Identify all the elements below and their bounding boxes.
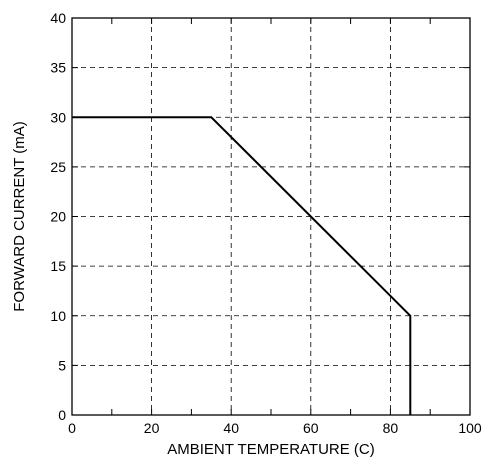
y-tick-label: 40 xyxy=(50,10,66,26)
x-tick-label: 60 xyxy=(303,420,319,436)
x-axis-label: AMBIENT TEMPERATURE (C) xyxy=(167,441,375,458)
y-tick-label: 0 xyxy=(58,407,66,423)
y-tick-label: 5 xyxy=(58,357,66,373)
x-tick-label: 0 xyxy=(68,420,76,436)
y-tick-label: 20 xyxy=(50,209,66,225)
series-group xyxy=(72,116,412,415)
tick-labels: 0 20 40 60 80 100 0 5 10 15 20 25 30 35 40 xyxy=(50,10,481,436)
y-tick-label: 10 xyxy=(50,308,66,324)
y-tick-label: 35 xyxy=(50,60,66,76)
x-tick-label: 80 xyxy=(383,420,399,436)
axis-ticks xyxy=(71,17,471,416)
y-tick-label: 15 xyxy=(50,258,66,274)
y-axis-label: FORWARD CURRENT (mA) xyxy=(11,121,28,312)
x-tick-label: 100 xyxy=(458,420,482,436)
y-tick-label: 25 xyxy=(50,159,66,175)
x-tick-label: 40 xyxy=(223,420,239,436)
series-line xyxy=(72,116,412,415)
y-tick-label: 30 xyxy=(50,109,66,125)
x-tick-label: 20 xyxy=(144,420,160,436)
